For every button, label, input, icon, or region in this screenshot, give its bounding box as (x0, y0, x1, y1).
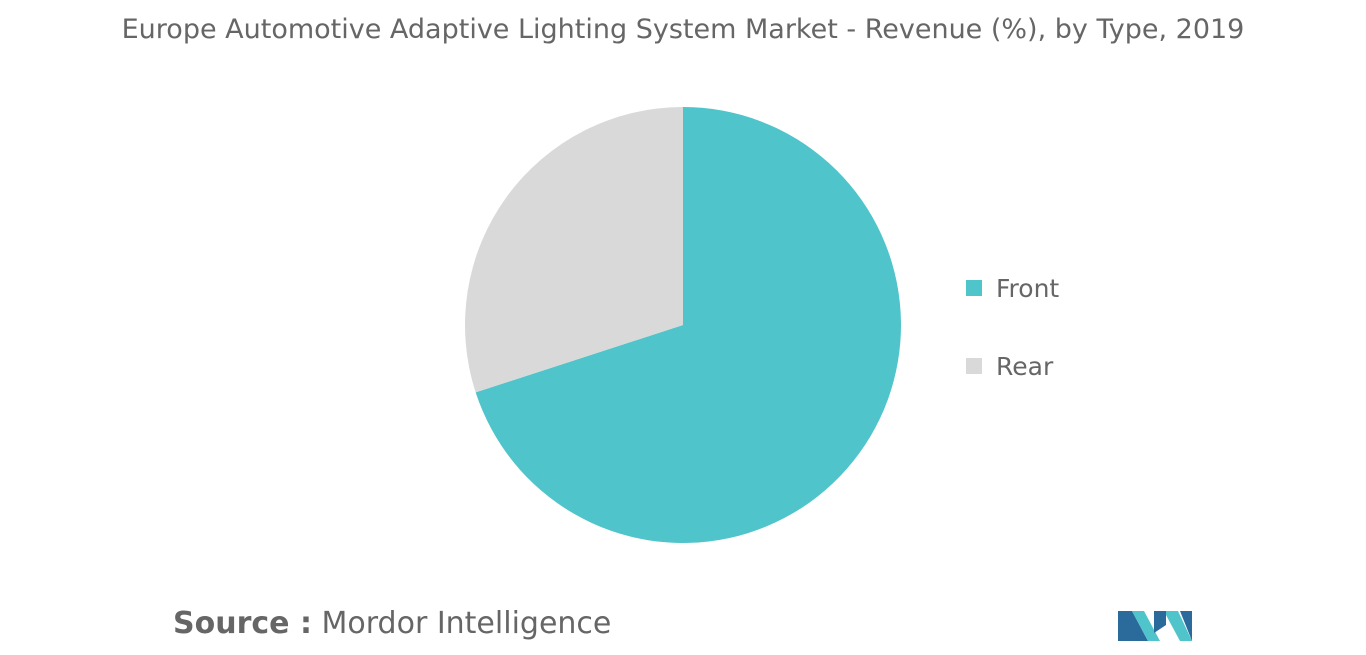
legend-swatch-front (966, 280, 982, 296)
legend: Front Rear (966, 268, 1059, 424)
chart-title: Europe Automotive Adaptive Lighting Syst… (121, 14, 1245, 45)
legend-item-front: Front (966, 268, 1059, 308)
pie-slice-rear (464, 107, 683, 393)
legend-label-front: Front (996, 273, 1060, 303)
source-value: Mordor Intelligence (321, 606, 612, 641)
source-label: Source : (173, 606, 312, 641)
source-note: Source : Mordor Intelligence (173, 606, 611, 641)
legend-item-rear: Rear (966, 346, 1059, 386)
legend-swatch-rear (966, 358, 982, 374)
legend-label-rear: Rear (996, 351, 1054, 381)
mordor-intelligence-logo-icon (1118, 611, 1192, 641)
pie-slice-front (475, 107, 901, 543)
